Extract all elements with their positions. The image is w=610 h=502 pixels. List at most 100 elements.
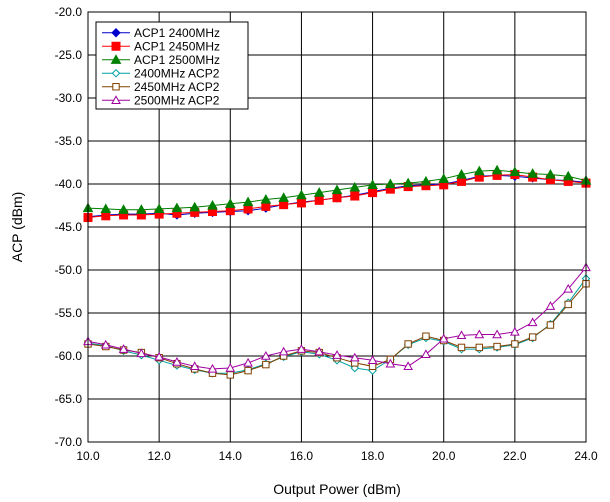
data-point [421,349,431,358]
data-point [563,283,574,293]
data-point [244,366,252,375]
data-point [422,332,430,340]
data-point [474,329,485,339]
data-point [564,300,572,309]
legend-marker [111,68,121,78]
legend-label: 2500MHz ACP2 [134,93,220,107]
data-point [385,178,396,189]
legend-label: ACP1 2400MHz [134,26,220,40]
data-point [136,204,147,214]
data-point [224,198,236,208]
data-point [367,179,378,189]
series-6 [83,262,591,373]
data-point [546,321,555,329]
legend-marker [111,41,121,51]
x-tick-label: 12.0 [147,449,171,463]
data-point [527,168,538,178]
data-point [207,199,218,210]
y-axis-label: ACP (dBm) [9,192,25,263]
data-point [493,342,501,351]
data-point [313,187,325,197]
y-tick-label: -25.0 [55,48,83,62]
y-tick-label: -50.0 [55,263,83,277]
legend-label: ACP1 2450MHz [134,39,220,53]
data-point [314,195,324,205]
data-point [438,173,450,183]
data-point [243,357,253,367]
data-point [332,350,342,359]
data-point [510,326,520,336]
data-point [278,192,289,202]
data-point [332,193,342,203]
data-point [171,202,183,213]
legend-item: 2450MHz ACP2 [102,80,220,94]
data-point [475,343,483,352]
data-point [492,329,502,339]
x-tick-label: 20.0 [432,449,456,463]
data-point [261,350,271,360]
data-point [153,203,165,214]
data-point [350,191,360,201]
x-tick-label: 24.0 [574,449,598,463]
data-point [118,204,129,214]
data-point [403,361,413,371]
y-tick-label: -35.0 [55,134,83,148]
legend-item: 2400MHz ACP2 [102,66,220,80]
x-tick-label: 14.0 [219,449,243,463]
data-point [278,346,289,356]
data-point [420,175,432,186]
data-point [457,343,466,352]
legend-item: ACP1 2450MHz [102,39,220,53]
data-point [118,344,129,353]
data-point [509,166,521,177]
data-point [528,333,537,341]
data-point [473,165,485,176]
data-point [100,339,111,349]
data-point [260,193,272,204]
x-tick-labels: 10.0 12.0 14.0 16.0 18.0 20.0 22.0 24.0 [76,449,598,463]
data-point [207,363,218,373]
data-point [296,344,307,353]
y-tick-label: -70.0 [55,435,83,449]
legend-label: 2450MHz ACP2 [134,80,220,94]
data-point [226,371,234,379]
series-4 [83,274,591,378]
legend-label: ACP1 2500MHz [134,53,220,67]
data-point [242,196,254,207]
plot-frame [87,11,587,443]
legend-marker [112,83,120,91]
legend-item: ACP1 2400MHz [102,26,220,40]
data-point [545,169,556,179]
data-point [385,358,396,368]
data-point [402,177,414,188]
data-point [262,360,270,369]
x-axis-label: Output Power (dBm) [273,481,401,497]
data-point [296,198,306,208]
data-point [527,317,538,327]
data-point [331,184,343,195]
data-point [136,348,147,358]
data-point [456,169,467,179]
data-point [296,189,307,200]
legend-marker [111,28,121,38]
series-2 [83,170,591,223]
legend-label: 2400MHz ACP2 [134,66,220,80]
y-tick-label: -20.0 [55,5,83,19]
data-point [491,164,503,175]
data-point [456,330,467,340]
data-point [368,362,377,371]
data-point [367,355,378,364]
data-point [368,188,378,198]
x-tick-label: 16.0 [290,449,314,463]
y-tick-label: -40.0 [55,177,83,191]
data-point [225,363,236,372]
data-point [438,333,449,343]
x-tick-label: 18.0 [361,449,385,463]
y-tick-label: -65.0 [55,392,83,406]
data-point [189,201,201,212]
y-tick-label: -55.0 [55,306,83,320]
legend-box [95,21,249,110]
data-point [154,351,164,361]
data-point [172,356,182,366]
data-point [562,170,574,181]
